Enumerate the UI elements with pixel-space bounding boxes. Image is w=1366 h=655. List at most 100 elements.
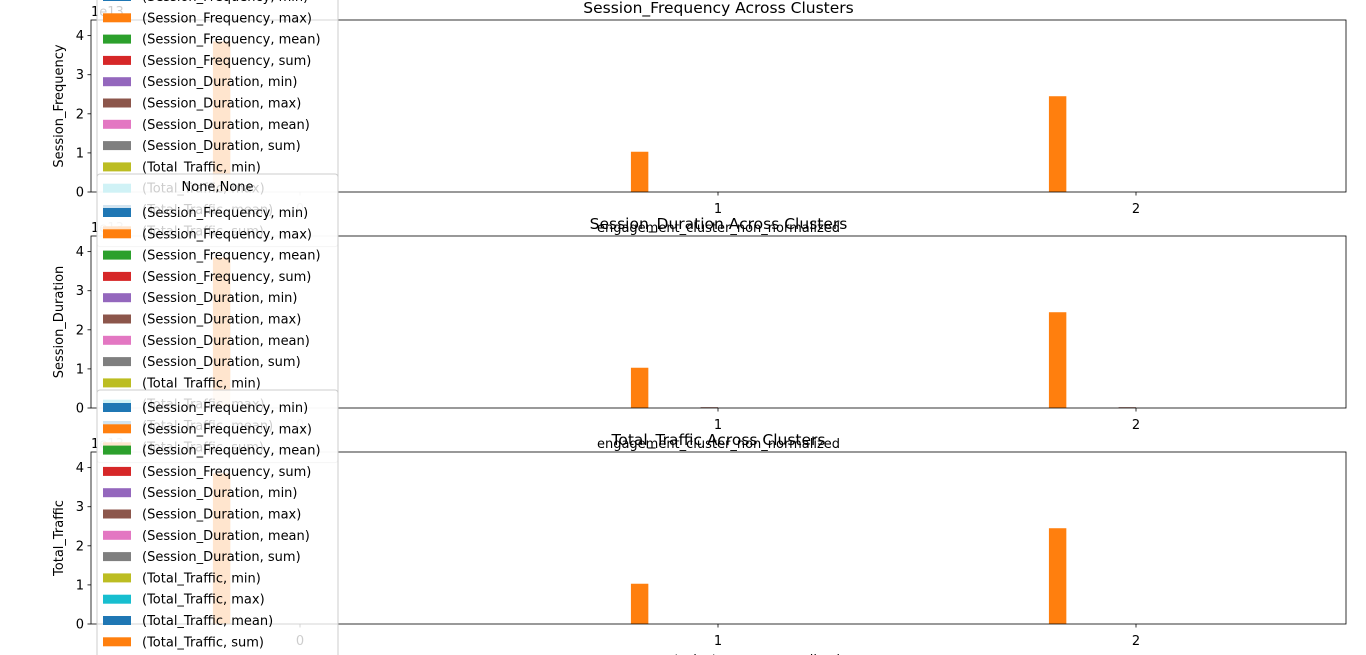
y-axis-label: Session_Frequency xyxy=(52,44,67,168)
legend-label: (Session_Frequency, min) xyxy=(142,0,308,5)
bar xyxy=(630,367,649,408)
bar xyxy=(1048,528,1067,624)
x-tick-label: 1 xyxy=(714,418,722,433)
legend-swatch xyxy=(103,250,131,260)
x-tick-label: 1 xyxy=(714,202,722,217)
legend-swatch xyxy=(103,445,131,455)
legend-label: (Total_Traffic, sum) xyxy=(142,635,264,650)
legend-swatch xyxy=(103,335,131,345)
legend-swatch xyxy=(103,77,131,87)
legend-label: (Session_Duration, sum) xyxy=(142,139,301,154)
y-tick-label: 2 xyxy=(76,539,84,554)
bar xyxy=(1048,96,1067,192)
legend-swatch xyxy=(103,573,131,583)
legend-label: (Session_Frequency, sum) xyxy=(142,465,311,480)
y-tick-label: 2 xyxy=(76,323,84,338)
legend-swatch xyxy=(103,229,131,239)
legend-label: (Session_Duration, max) xyxy=(142,97,301,112)
legend-swatch xyxy=(103,637,131,647)
y-tick-label: 0 xyxy=(76,618,84,633)
legend-label: (Total_Traffic, mean) xyxy=(142,614,273,629)
legend-swatch xyxy=(103,293,131,303)
legend-swatch xyxy=(103,0,131,1)
legend-swatch xyxy=(103,119,131,129)
legend-label: (Session_Frequency, max) xyxy=(142,422,312,437)
axes-frame xyxy=(90,19,1347,193)
y-tick-label: 1 xyxy=(76,578,84,593)
legend-label: (Session_Frequency, sum) xyxy=(142,54,311,69)
legend-label: (Session_Frequency, max) xyxy=(142,227,312,242)
x-axis-label: engagement_cluster_non_normalized xyxy=(597,221,840,236)
legend-swatch xyxy=(103,552,131,562)
legend-label: (Session_Frequency, min) xyxy=(142,206,308,221)
y-tick-label: 3 xyxy=(76,500,84,515)
x-tick-label: 2 xyxy=(1132,634,1140,649)
x-axis-label: engagement_cluster_non_normalized xyxy=(597,437,840,452)
y-axis-label: Session_Duration xyxy=(52,266,67,379)
legend-label: (Total_Traffic, min) xyxy=(142,571,261,586)
legend-swatch xyxy=(103,141,131,151)
legend-swatch xyxy=(103,208,131,217)
legend-swatch xyxy=(103,378,131,388)
legend-swatch xyxy=(103,162,131,172)
legend-swatch xyxy=(103,616,131,625)
legend-label: (Session_Frequency, max) xyxy=(142,11,312,26)
y-axis-label: Total_Traffic xyxy=(52,500,67,577)
legend-label: (Total_Traffic, max) xyxy=(142,593,265,608)
chart-title: Session_Duration Across Clusters xyxy=(590,215,848,234)
legend-title: None,None xyxy=(182,180,254,195)
bar xyxy=(630,583,649,624)
x-axis-label: engagement_cluster_non_normalized xyxy=(597,653,840,655)
x-tick-label: 2 xyxy=(1132,418,1140,433)
legend-label: (Session_Duration, sum) xyxy=(142,550,301,565)
legend-label: (Session_Duration, sum) xyxy=(142,355,301,370)
y-tick-label: 4 xyxy=(76,245,84,260)
legend-swatch xyxy=(103,594,131,604)
axes-frame xyxy=(90,451,1347,625)
legend-swatch xyxy=(103,34,131,44)
bar xyxy=(1048,312,1067,408)
legend-label: (Session_Frequency, mean) xyxy=(142,33,321,48)
legend-swatch xyxy=(103,509,131,519)
legend-label: (Session_Frequency, min) xyxy=(142,401,308,416)
legend-label: (Session_Duration, mean) xyxy=(142,118,310,133)
legend-swatch xyxy=(103,488,131,498)
chart-title: Session_Frequency Across Clusters xyxy=(583,0,853,18)
legend-box xyxy=(96,389,339,655)
y-tick-label: 1 xyxy=(76,362,84,377)
legend-swatch xyxy=(103,403,131,412)
y-tick-label: 3 xyxy=(76,68,84,83)
y-tick-label: 2 xyxy=(76,107,84,122)
x-tick-label: 1 xyxy=(714,634,722,649)
legend-label: (Total_Traffic, min) xyxy=(142,160,261,175)
legend-label: (Total_Traffic, min) xyxy=(142,376,261,391)
legend-swatch xyxy=(103,13,131,23)
legend-label: (Session_Duration, mean) xyxy=(142,529,310,544)
legend-swatch xyxy=(103,314,131,324)
legend-swatch xyxy=(103,530,131,540)
legend-label: (Session_Duration, min) xyxy=(142,486,298,501)
legend-label: (Session_Frequency, mean) xyxy=(142,444,321,459)
legend-label: (Session_Frequency, mean) xyxy=(142,249,321,264)
legend-2: (Session_Frequency, min) (Session_Frequen… xyxy=(96,389,339,655)
y-tick-label: 3 xyxy=(76,284,84,299)
axes-frame xyxy=(90,235,1347,409)
legend-label: (Session_Duration, max) xyxy=(142,508,301,523)
bar xyxy=(630,151,649,192)
legend-swatch xyxy=(103,466,131,476)
legend-label: (Session_Duration, mean) xyxy=(142,334,310,349)
legend-label: (Session_Duration, max) xyxy=(142,313,301,328)
y-tick-label: 0 xyxy=(76,402,84,417)
y-tick-label: 0 xyxy=(76,186,84,201)
x-tick-label: 2 xyxy=(1132,202,1140,217)
y-tick-label: 1 xyxy=(76,146,84,161)
legend-swatch xyxy=(103,271,131,281)
legend-swatch xyxy=(103,424,131,434)
legend-swatch xyxy=(103,98,131,108)
legend-swatch xyxy=(103,55,131,65)
y-tick-label: 4 xyxy=(76,461,84,476)
chart-title: Total_Traffic Across Clusters xyxy=(611,431,826,450)
legend-label: (Session_Duration, min) xyxy=(142,291,298,306)
legend-label: (Session_Duration, min) xyxy=(142,75,298,90)
